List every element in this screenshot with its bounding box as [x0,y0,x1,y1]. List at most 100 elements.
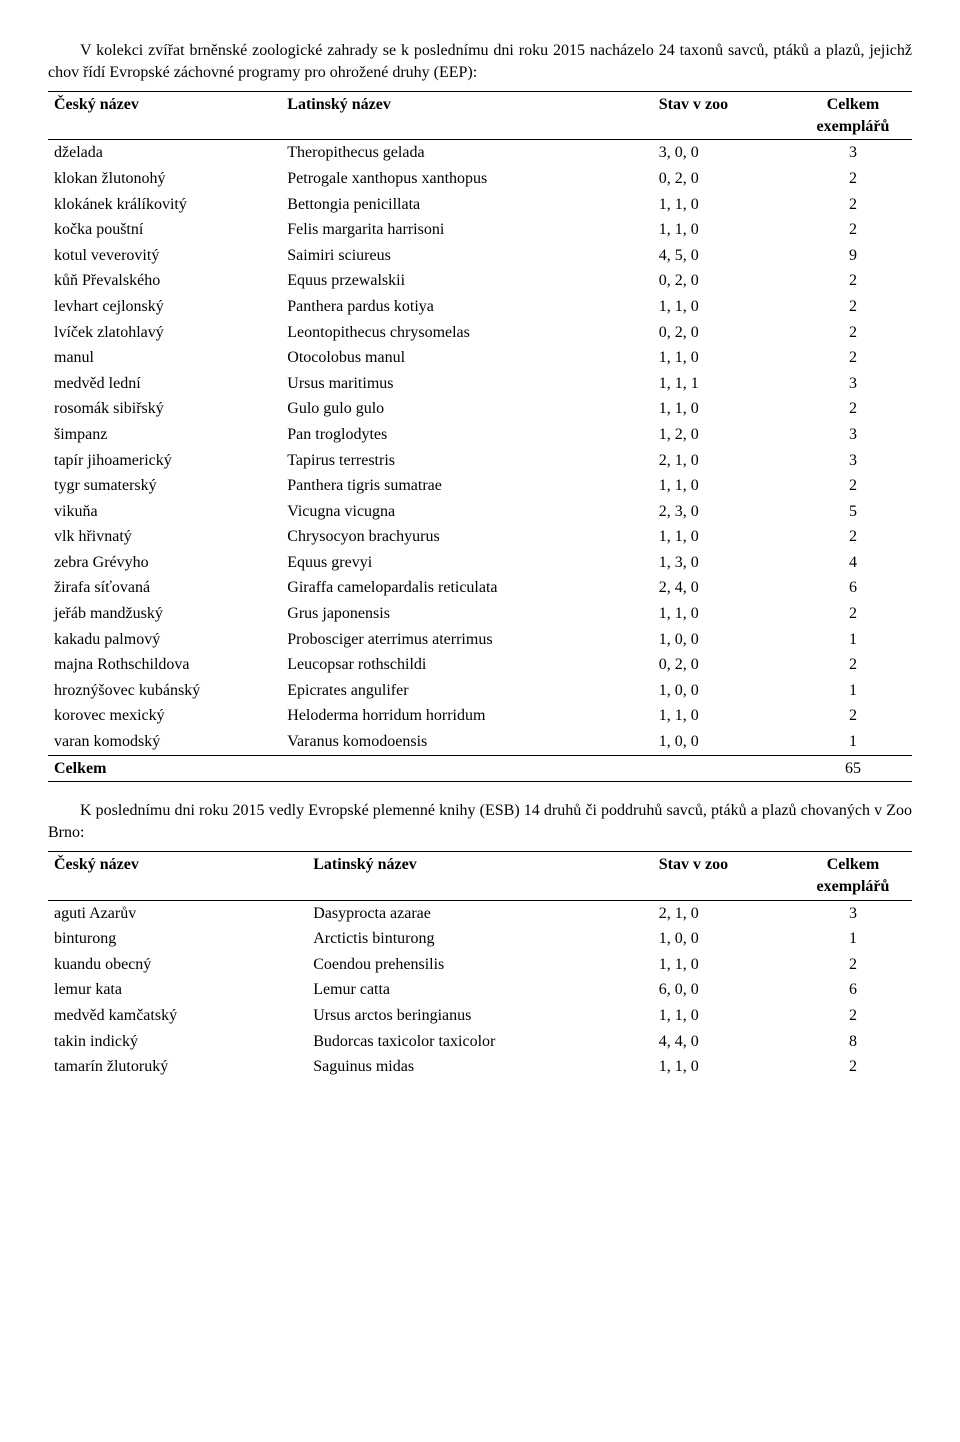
cell-czech-name: tygr sumaterský [48,473,281,499]
table-row: tapír jihoamerickýTapirus terrestris2, 1… [48,448,912,474]
cell-stav: 1, 0, 0 [653,627,794,653]
cell-latin-name: Ursus arctos beringianus [307,1003,653,1029]
intro-paragraph-1: V kolekci zvířat brněnské zoologické zah… [48,40,912,83]
cell-stav: 0, 2, 0 [653,268,794,294]
cell-czech-name: kakadu palmový [48,627,281,653]
cell-total: 1 [794,678,912,704]
table-row: levhart cejlonskýPanthera pardus kotiya1… [48,294,912,320]
cell-total: 3 [794,140,912,166]
cell-latin-name: Bettongia penicillata [281,192,653,218]
header-czech: Český název [48,852,307,900]
cell-total: 1 [794,627,912,653]
cell-total: 2 [794,952,912,978]
intro-paragraph-2: K poslednímu dni roku 2015 vedly Evropsk… [48,800,912,843]
cell-latin-name: Probosciger aterrimus aterrimus [281,627,653,653]
header-celkem-line2: exemplářů [817,118,890,135]
cell-latin-name: Heloderma horridum horridum [281,703,653,729]
header-latin: Latinský název [307,852,653,900]
cell-czech-name: dželada [48,140,281,166]
cell-total: 2 [794,524,912,550]
cell-stav: 1, 1, 0 [653,524,794,550]
cell-latin-name: Tapirus terrestris [281,448,653,474]
cell-czech-name: aguti Azarův [48,900,307,926]
cell-total: 1 [794,729,912,755]
table-row: varan komodskýVaranus komodoensis1, 0, 0… [48,729,912,755]
cell-stav: 0, 2, 0 [653,652,794,678]
cell-stav: 2, 1, 0 [653,900,794,926]
cell-czech-name: tamarín žlutoruký [48,1054,307,1080]
cell-latin-name: Otocolobus manul [281,345,653,371]
cell-total: 2 [794,703,912,729]
cell-total: 2 [794,268,912,294]
cell-stav: 1, 1, 0 [653,294,794,320]
table-row: tamarín žlutorukýSaguinus midas1, 1, 02 [48,1054,912,1080]
table-row: lvíček zlatohlavýLeontopithecus chrysome… [48,320,912,346]
cell-czech-name: takin indický [48,1029,307,1055]
cell-czech-name: kotul veverovitý [48,243,281,269]
cell-total: 3 [794,371,912,397]
cell-latin-name: Gulo gulo gulo [281,396,653,422]
cell-stav: 0, 2, 0 [653,166,794,192]
cell-stav: 1, 1, 0 [653,473,794,499]
cell-czech-name: kočka pouštní [48,217,281,243]
cell-stav: 1, 1, 0 [653,703,794,729]
header-celkem: Celkem exemplářů [794,852,912,900]
cell-czech-name: klokánek králíkovitý [48,192,281,218]
table-row: kakadu palmovýProbosciger aterrimus ater… [48,627,912,653]
table-row: korovec mexickýHeloderma horridum horrid… [48,703,912,729]
table-header-row: Český název Latinský název Stav v zoo Ce… [48,852,912,900]
cell-czech-name: lvíček zlatohlavý [48,320,281,346]
cell-czech-name: žirafa síťovaná [48,575,281,601]
cell-czech-name: varan komodský [48,729,281,755]
cell-total: 5 [794,499,912,525]
header-celkem: Celkem exemplářů [794,92,912,140]
eep-table: Český název Latinský název Stav v zoo Ce… [48,91,912,782]
cell-latin-name: Arctictis binturong [307,926,653,952]
cell-latin-name: Grus japonensis [281,601,653,627]
table-row: jeřáb mandžuskýGrus japonensis1, 1, 02 [48,601,912,627]
cell-total: 3 [794,900,912,926]
cell-czech-name: medvěd kamčatský [48,1003,307,1029]
cell-total: 2 [794,396,912,422]
cell-latin-name: Pan troglodytes [281,422,653,448]
cell-total: 4 [794,550,912,576]
cell-czech-name: korovec mexický [48,703,281,729]
esb-table: Český název Latinský název Stav v zoo Ce… [48,851,912,1079]
total-value: 65 [794,755,912,782]
table-row: medvěd kamčatskýUrsus arctos beringianus… [48,1003,912,1029]
cell-total: 1 [794,926,912,952]
cell-total: 6 [794,977,912,1003]
cell-stav: 1, 1, 0 [653,192,794,218]
cell-czech-name: majna Rothschildova [48,652,281,678]
cell-total: 2 [794,217,912,243]
table-row: žirafa síťovanáGiraffa camelopardalis re… [48,575,912,601]
table-row: kočka pouštníFelis margarita harrisoni1,… [48,217,912,243]
cell-latin-name: Equus przewalskii [281,268,653,294]
total-label: Celkem [48,755,281,782]
table-row: tygr sumaterskýPanthera tigris sumatrae1… [48,473,912,499]
header-celkem-line1: Celkem [827,856,879,873]
cell-stav: 1, 1, 0 [653,1003,794,1029]
cell-total: 2 [794,294,912,320]
cell-stav: 1, 1, 0 [653,1054,794,1080]
cell-total: 2 [794,320,912,346]
cell-total: 2 [794,473,912,499]
cell-stav: 2, 3, 0 [653,499,794,525]
cell-stav: 2, 1, 0 [653,448,794,474]
cell-total: 3 [794,448,912,474]
cell-czech-name: šimpanz [48,422,281,448]
table-row: zebra GrévyhoEquus grevyi1, 3, 04 [48,550,912,576]
table-row: binturongArctictis binturong1, 0, 01 [48,926,912,952]
cell-latin-name: Dasyprocta azarae [307,900,653,926]
cell-total: 3 [794,422,912,448]
cell-latin-name: Leucopsar rothschildi [281,652,653,678]
header-czech: Český název [48,92,281,140]
cell-czech-name: manul [48,345,281,371]
cell-stav: 4, 4, 0 [653,1029,794,1055]
table-row: aguti AzarůvDasyprocta azarae2, 1, 03 [48,900,912,926]
cell-total: 2 [794,1003,912,1029]
cell-total: 2 [794,345,912,371]
cell-stav: 0, 2, 0 [653,320,794,346]
header-stav: Stav v zoo [653,852,794,900]
cell-stav: 1, 1, 1 [653,371,794,397]
